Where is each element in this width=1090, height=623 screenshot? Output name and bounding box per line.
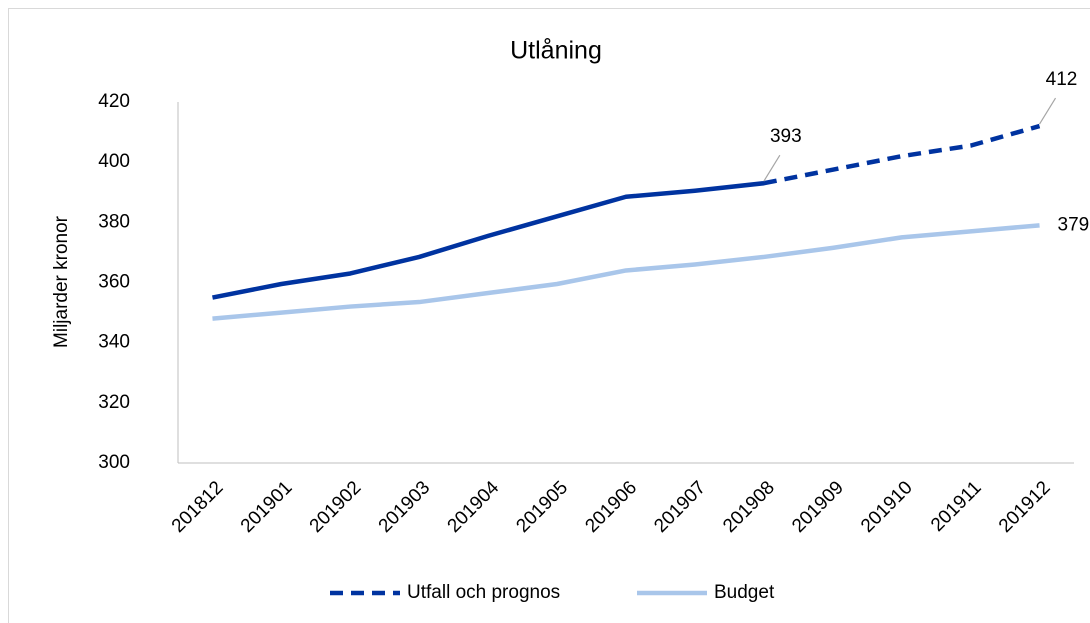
y-axis-label: Miljarder kronor <box>51 215 72 348</box>
y-tick-label: 380 <box>98 211 130 232</box>
chart-title: Utlåning <box>510 37 602 65</box>
data-label: 412 <box>1046 69 1078 90</box>
x-tick-label: 201812 <box>168 477 228 537</box>
x-tick-label: 201906 <box>581 477 641 537</box>
y-tick-label: 420 <box>98 91 130 112</box>
x-tick-label: 201908 <box>719 477 779 537</box>
line-series <box>212 123 1041 300</box>
label-leader <box>1039 97 1057 125</box>
y-tick-label: 300 <box>98 452 130 473</box>
data-label: 393 <box>770 126 802 147</box>
y-tick-label: 360 <box>98 272 130 293</box>
y-tick-label: 400 <box>98 151 130 172</box>
chart-border <box>8 8 1090 623</box>
x-tick-label: 201907 <box>650 477 710 537</box>
x-tick-label: 201912 <box>995 477 1055 537</box>
label-leader <box>763 154 781 182</box>
x-tick-label: 201901 <box>237 477 297 537</box>
legend-label: Utfall och prognos <box>407 582 560 603</box>
x-tick-label: 201902 <box>306 477 366 537</box>
x-tick-label: 201911 <box>927 477 986 536</box>
x-tick-label: 201909 <box>788 477 848 537</box>
x-tick-label: 201910 <box>857 477 917 537</box>
x-tick-label: 201905 <box>512 477 572 537</box>
x-tick-label: 201903 <box>375 477 435 537</box>
legend-label: Budget <box>714 582 775 603</box>
data-label: 379 <box>1058 214 1090 235</box>
x-tick-label: 201904 <box>444 477 504 537</box>
y-tick-label: 320 <box>98 392 130 413</box>
line-series <box>212 223 1040 321</box>
y-tick-label: 340 <box>98 332 130 353</box>
